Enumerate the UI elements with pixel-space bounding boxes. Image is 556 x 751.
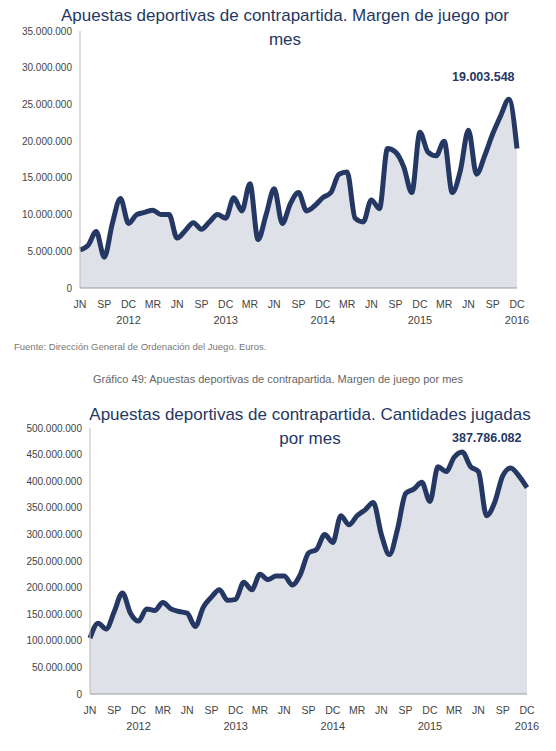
svg-text:20.000.000: 20.000.000 (22, 136, 72, 147)
svg-text:DC2014: DC2014 (321, 704, 345, 732)
svg-text:SP: SP (291, 298, 305, 310)
svg-text:100.000.000: 100.000.000 (26, 635, 82, 646)
svg-text:350.000.000: 350.000.000 (26, 502, 82, 513)
svg-text:SP: SP (97, 298, 111, 310)
svg-text:DC2016: DC2016 (515, 704, 539, 732)
svg-text:MR: MR (436, 298, 453, 310)
svg-text:JN: JN (171, 298, 184, 310)
svg-text:DC2012: DC2012 (116, 298, 140, 326)
svg-text:SP: SP (301, 704, 315, 716)
svg-text:MR: MR (349, 704, 366, 716)
svg-text:JN: JN (84, 704, 97, 716)
svg-text:5.000.000: 5.000.000 (28, 246, 73, 257)
svg-text:MR: MR (242, 298, 259, 310)
svg-text:500.000.000: 500.000.000 (26, 423, 82, 434)
svg-text:250.000.000: 250.000.000 (26, 556, 82, 567)
svg-text:JN: JN (472, 704, 485, 716)
svg-text:MR: MR (145, 298, 162, 310)
svg-text:0: 0 (76, 689, 82, 700)
svg-text:MR: MR (252, 704, 269, 716)
svg-text:0: 0 (66, 283, 72, 294)
svg-text:JN: JN (365, 298, 378, 310)
svg-text:DC2013: DC2013 (223, 704, 247, 732)
svg-text:JN: JN (462, 298, 475, 310)
svg-text:JN: JN (268, 298, 281, 310)
svg-text:10.000.000: 10.000.000 (22, 209, 72, 220)
svg-text:35.000.000: 35.000.000 (22, 26, 72, 37)
html-text:Apuestas deportivas de contrap: Apuestas deportivas de contrapartida. Ca… (89, 405, 531, 448)
svg-text:SP: SP (399, 704, 413, 716)
html-text:Fuente: Dirección General de O: Fuente: Dirección General de Ordenación … (14, 341, 267, 352)
html-text:Gráfico 49: Apuestas deportiva: Gráfico 49: Apuestas deportivas de contr… (93, 373, 463, 385)
svg-text:MR: MR (446, 704, 463, 716)
svg-text:JN: JN (375, 704, 388, 716)
svg-text:SP: SP (194, 298, 208, 310)
html-text:Apuestas deportivas de contrap: Apuestas deportivas de contrapartida. Ma… (61, 6, 509, 49)
svg-text:JN: JN (74, 298, 87, 310)
svg-text:150.000.000: 150.000.000 (26, 609, 82, 620)
svg-text:DC2015: DC2015 (408, 298, 432, 326)
svg-text:SP: SP (107, 704, 121, 716)
svg-text:DC2013: DC2013 (213, 298, 237, 326)
svg-text:50.000.000: 50.000.000 (32, 662, 82, 673)
svg-text:DC2014: DC2014 (311, 298, 335, 326)
svg-text:MR: MR (155, 704, 172, 716)
svg-text:SP: SP (486, 298, 500, 310)
svg-text:SP: SP (496, 704, 510, 716)
svg-text:450.000.000: 450.000.000 (26, 449, 82, 460)
svg-text:15.000.000: 15.000.000 (22, 172, 72, 183)
svg-text:200.000.000: 200.000.000 (26, 582, 82, 593)
svg-text:DC2015: DC2015 (418, 704, 442, 732)
html-text:387.786.082: 387.786.082 (452, 431, 522, 445)
svg-text:SP: SP (204, 704, 218, 716)
svg-text:SP: SP (389, 298, 403, 310)
svg-text:30.000.000: 30.000.000 (22, 62, 72, 73)
svg-text:JN: JN (181, 704, 194, 716)
svg-text:400.000.000: 400.000.000 (26, 476, 82, 487)
svg-text:DC2012: DC2012 (126, 704, 150, 732)
html-text:19.003.548: 19.003.548 (452, 70, 515, 84)
svg-text:DC2016: DC2016 (505, 298, 529, 326)
svg-text:25.000.000: 25.000.000 (22, 99, 72, 110)
svg-text:JN: JN (278, 704, 291, 716)
svg-text:MR: MR (339, 298, 356, 310)
svg-text:300.000.000: 300.000.000 (26, 529, 82, 540)
